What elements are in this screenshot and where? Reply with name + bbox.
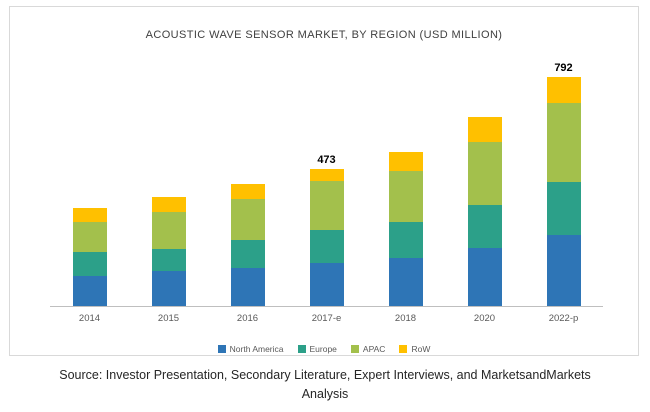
- x-axis-label: 2017-e: [311, 313, 342, 324]
- legend-swatch-icon: [217, 345, 226, 353]
- bar-segment-apac: [467, 141, 502, 205]
- bar-segment-apac: [309, 181, 344, 230]
- legend-item-row: RoW: [399, 344, 430, 354]
- legend-label: APAC: [362, 344, 386, 354]
- bar-group: [467, 117, 502, 306]
- bar-segment-north-america: [309, 262, 344, 306]
- bar-group: 792: [546, 61, 581, 306]
- x-axis-label: 2018: [394, 313, 417, 324]
- x-axis-labels: 2014 2015 2016 2017-e 2018 2020 2022-p: [50, 313, 603, 324]
- legend-swatch-icon: [399, 345, 408, 353]
- bar-segment-europe: [309, 230, 344, 263]
- bar-segment-apac: [151, 211, 186, 249]
- bar-group: [388, 151, 423, 306]
- x-axis-label: 2022-p: [548, 313, 579, 324]
- bar-segment-apac: [546, 103, 581, 183]
- x-axis-label: 2014: [78, 313, 101, 324]
- bar-segment-apac: [72, 222, 107, 253]
- bar-segment-europe: [546, 182, 581, 235]
- legend-label: North America: [229, 344, 284, 354]
- source-note: Source: Investor Presentation, Secondary…: [59, 368, 591, 401]
- bar-segment-row: [72, 208, 107, 223]
- bar-segment-row: [467, 117, 502, 142]
- bar-segment-europe: [230, 240, 265, 268]
- chart-container: ACOUSTIC WAVE SENSOR MARKET, BY REGION (…: [9, 6, 639, 356]
- bar-segment-row: [230, 183, 265, 199]
- legend-label: Europe: [309, 344, 337, 354]
- x-axis-label: 2020: [473, 313, 496, 324]
- legend-item-europe: Europe: [297, 344, 337, 354]
- bar-segment-europe: [467, 204, 502, 248]
- bar-group: 473: [309, 153, 344, 306]
- legend-item-north-america: North America: [217, 344, 284, 354]
- x-axis-label: 2015: [157, 313, 180, 324]
- bar-segment-row: [388, 151, 423, 172]
- bar-group: [151, 196, 186, 306]
- bar-segment-europe: [388, 221, 423, 259]
- legend-swatch-icon: [297, 345, 306, 353]
- bar-segment-north-america: [72, 275, 107, 306]
- bar-total-label: 792: [554, 61, 573, 74]
- bar-segment-north-america: [151, 271, 186, 306]
- bar-group: [72, 208, 107, 306]
- bar-segment-row: [546, 76, 581, 104]
- bar-group: [230, 183, 265, 306]
- bar-segment-row: [309, 168, 344, 182]
- bar-segment-europe: [72, 252, 107, 276]
- chart-title: ACOUSTIC WAVE SENSOR MARKET, BY REGION (…: [145, 29, 503, 41]
- bar-segment-north-america: [388, 258, 423, 306]
- bar-segment-apac: [230, 198, 265, 241]
- legend-swatch-icon: [350, 345, 359, 353]
- legend-item-apac: APAC: [350, 344, 386, 354]
- bar-total-label: 473: [317, 153, 336, 166]
- bar-segment-north-america: [546, 235, 581, 306]
- x-axis-label: 2016: [236, 313, 259, 324]
- bar-segment-row: [151, 196, 186, 212]
- chart-legend: North America Europe APAC RoW: [10, 344, 638, 354]
- bar-segment-europe: [151, 248, 186, 272]
- bar-segment-north-america: [230, 267, 265, 306]
- plot-area: 473 792: [50, 51, 603, 307]
- legend-label: RoW: [411, 344, 431, 354]
- bar-segment-north-america: [467, 248, 502, 306]
- bar-segment-apac: [388, 171, 423, 222]
